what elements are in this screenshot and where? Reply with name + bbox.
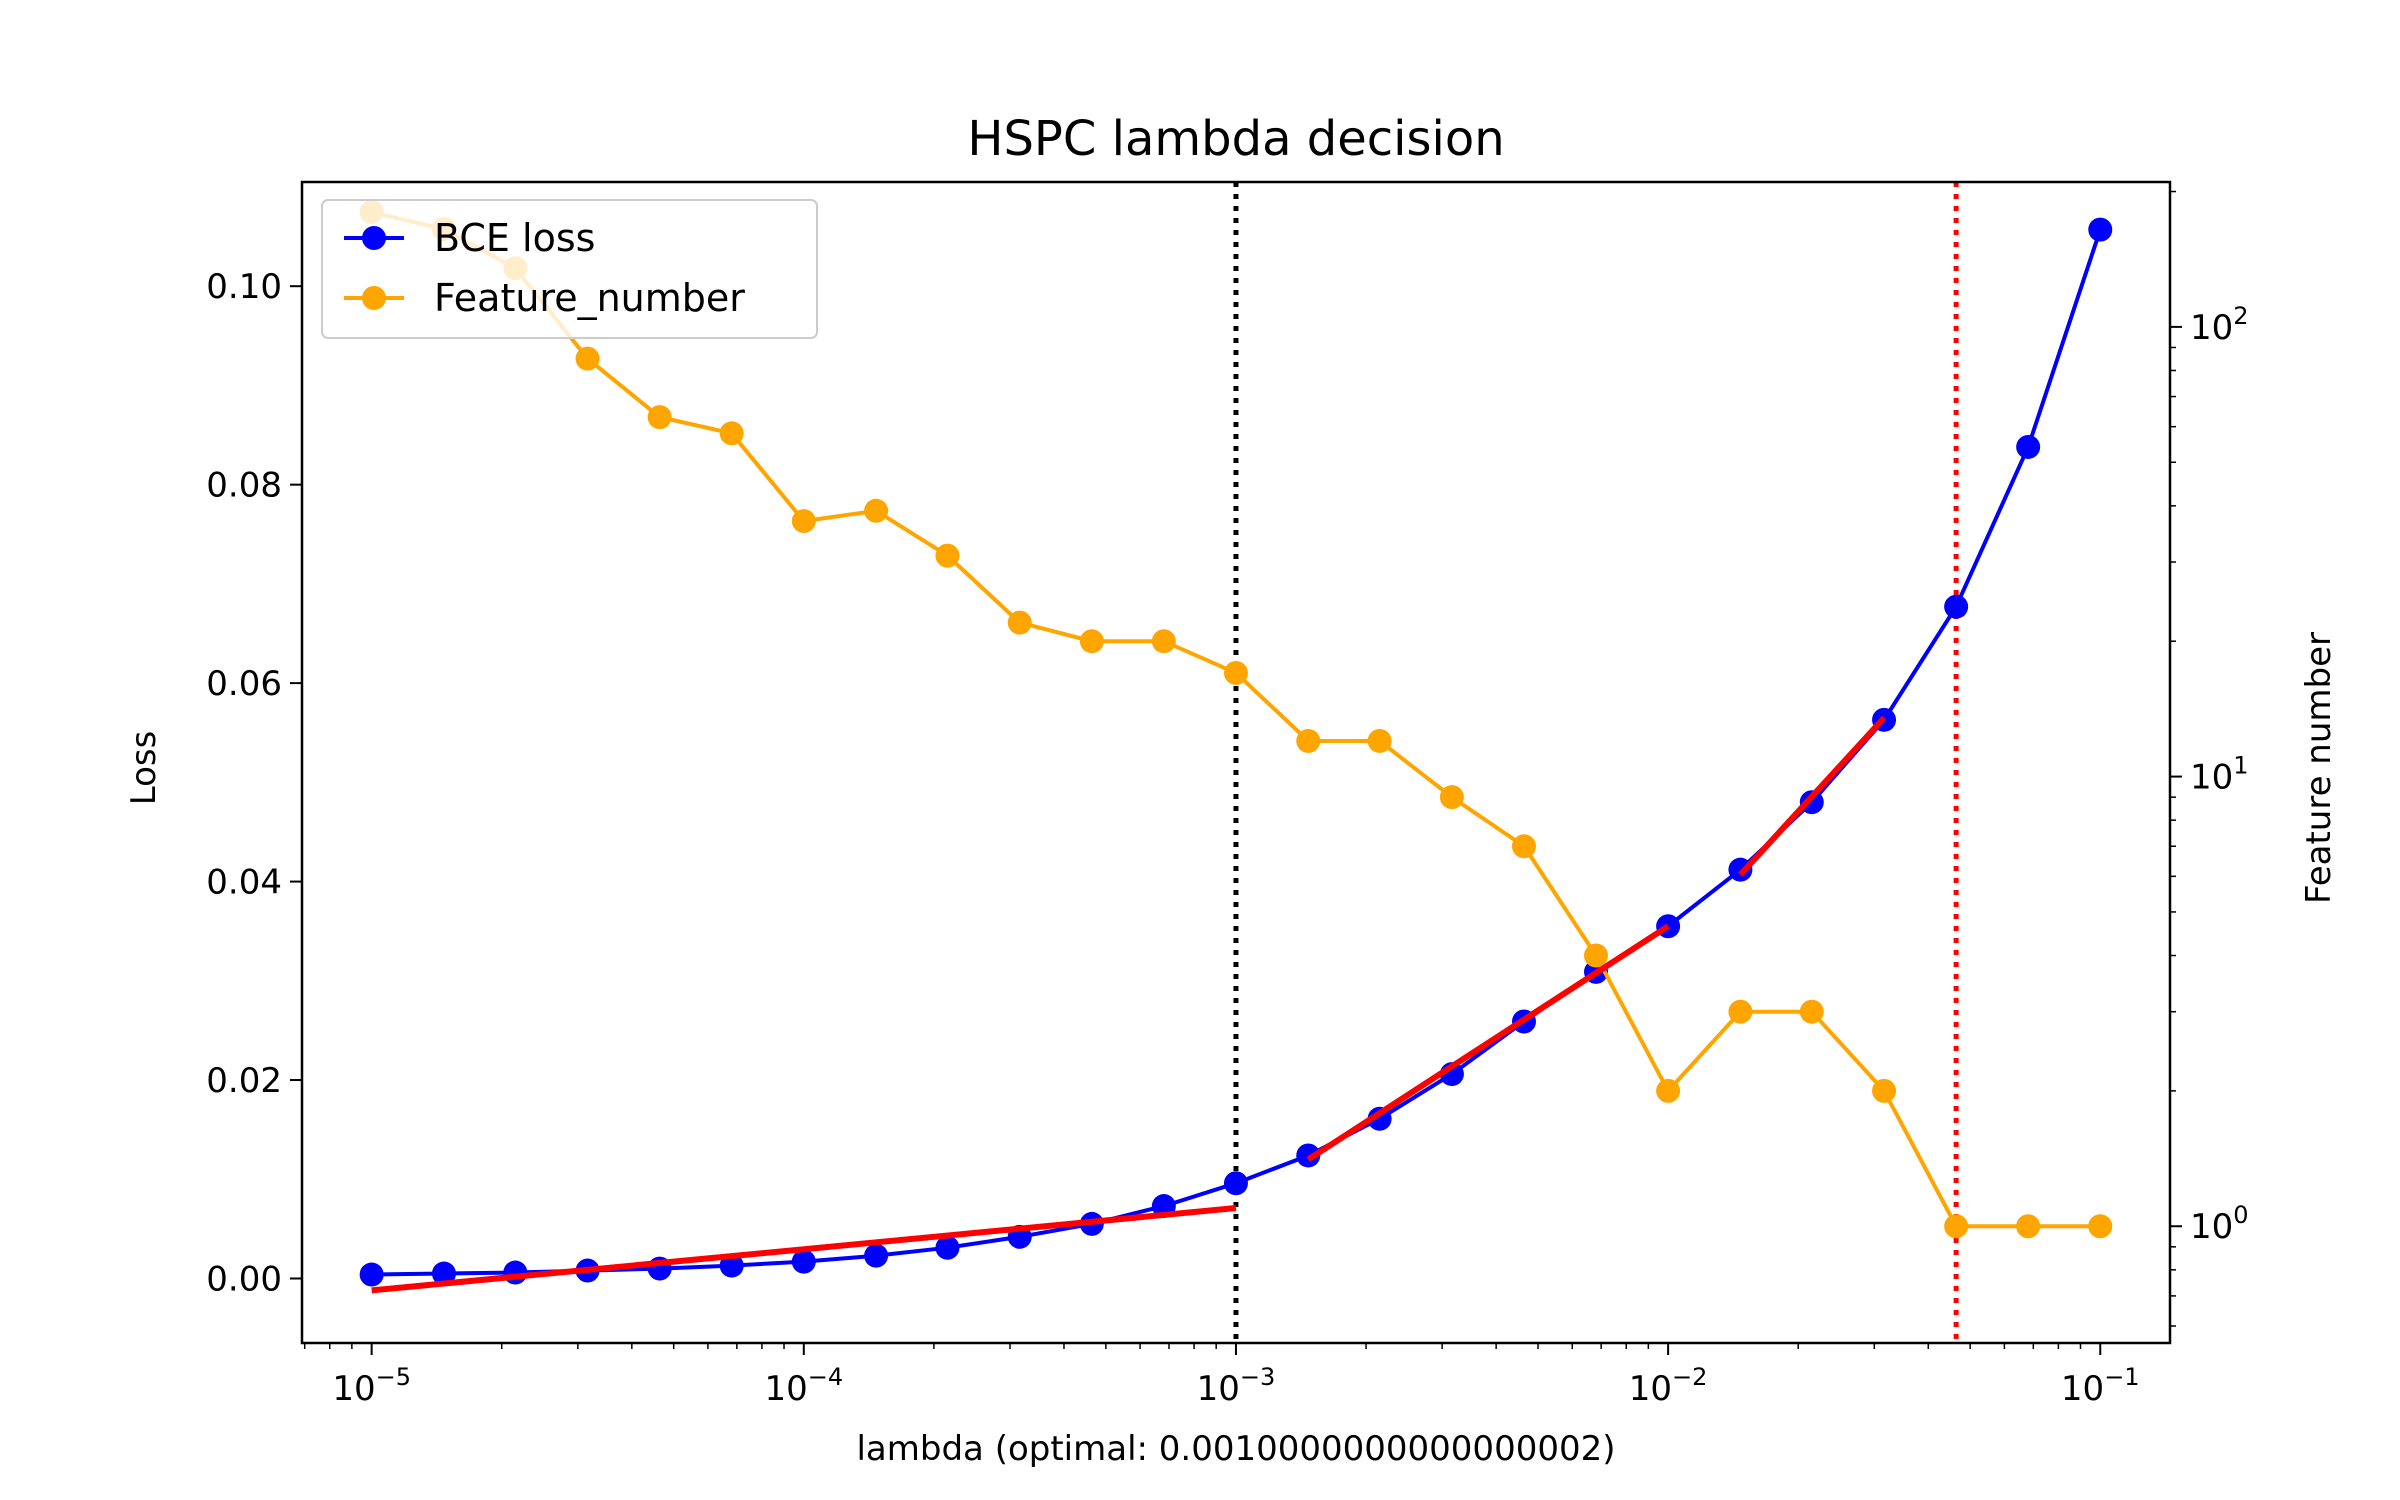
chart-title: HSPC lambda decision [967,111,1504,167]
x-tick-label-4: 10−1 [2061,1363,2140,1409]
x-tick-label-2-exp: −3 [1240,1363,1275,1391]
series-1-point-19 [1728,999,1753,1024]
y-right-tick-label-1-base: 10 [2190,758,2233,798]
x-tick-label-3-exp: −2 [1672,1363,1707,1391]
y-right-tick-label-0-exp: 0 [2233,1201,2248,1229]
x-tick-label-0-exp: −5 [376,1363,411,1391]
series-0-point-24 [2088,217,2113,242]
y-tick-label-1: 0.02 [206,1061,282,1101]
series-0-point-1 [431,1261,456,1286]
fit-line-2 [1738,715,1887,877]
series-0-point-12 [1223,1171,1248,1196]
series-0-point-23 [2016,434,2041,459]
y-tick-label-5: 0.10 [206,267,282,307]
series-0-point-6 [791,1249,816,1274]
y-tick-label-2: 0.04 [206,863,282,903]
series-1-point-11 [1151,629,1176,654]
y-right-tick-label-0: 100 [2190,1201,2249,1247]
series-0-point-2 [503,1260,528,1285]
series-1-point-5 [719,421,744,446]
y-tick-label-0: 0.00 [206,1260,282,1300]
series-0-point-7 [864,1243,889,1268]
legend-marker-0 [362,226,386,250]
series-0-point-8 [935,1235,960,1260]
legend-label-1: Feature_number [434,276,745,320]
x-tick-label-0-base: 10 [332,1369,375,1409]
legend-marker-1 [362,286,386,310]
x-tick-label-1: 10−4 [764,1363,843,1409]
series-1-point-14 [1367,728,1392,753]
x-tick-label-3: 10−2 [1629,1363,1708,1409]
series-1-point-17 [1584,943,1609,968]
y-right-tick-label-2: 102 [2190,302,2249,348]
x-axis-label: lambda (optimal: 0.0010000000000000002) [856,1429,1615,1469]
x-tick-label-0: 10−5 [332,1363,411,1409]
series-1-point-4 [647,405,672,430]
series-0-point-0 [359,1262,384,1287]
series-1-point-18 [1656,1078,1681,1103]
series-1-point-20 [1799,999,1824,1024]
series-1-point-7 [864,498,889,523]
series-1-point-22 [1944,1214,1969,1239]
x-tick-label-3-base: 10 [1629,1369,1672,1409]
x-tick-label-4-base: 10 [2061,1369,2104,1409]
y-tick-label-3: 0.06 [206,664,282,704]
y-axis-right-label: Feature number [2299,632,2339,904]
fit-line-0 [371,1205,1237,1294]
series-1-point-8 [935,543,960,568]
series-1-point-9 [1007,610,1032,635]
series-1-point-21 [1872,1078,1897,1103]
series-1-point-10 [1079,629,1104,654]
series-1-point-13 [1296,728,1321,753]
series-1-point-6 [791,509,816,534]
y-axis-label: Loss [124,731,164,806]
series-1-point-15 [1439,785,1464,810]
y-right-tick-label-1-exp: 1 [2233,752,2248,780]
y-right-tick-label-0-base: 10 [2190,1207,2233,1247]
y-tick-label-4: 0.08 [206,466,282,506]
series-0-point-13 [1296,1143,1321,1168]
series-1-point-24 [2088,1214,2113,1239]
x-tick-label-2: 10−3 [1197,1363,1276,1409]
series-0-point-22 [1944,594,1969,619]
legend-label-0: BCE loss [434,216,595,260]
x-tick-label-1-exp: −4 [808,1363,843,1391]
legend: BCE loss Feature_number [321,199,818,339]
y-right-tick-label-2-base: 10 [2190,308,2233,348]
y-right-tick-label-1: 101 [2190,752,2249,798]
plot-area: 10−5 10−4 10−3 10−2 10−10.000.020.040.060.08… [206,180,2249,1409]
x-tick-label-2-base: 10 [1197,1369,1240,1409]
series-0-point-20 [1799,790,1824,815]
series-1-point-12 [1223,660,1248,685]
x-tick-label-1-base: 10 [764,1369,807,1409]
series-1-point-16 [1511,834,1536,859]
y-right-tick-label-2-exp: 2 [2233,302,2248,330]
legend-box [321,199,818,339]
x-tick-label-4-exp: −1 [2104,1363,2139,1391]
series-1-point-3 [575,346,600,371]
series-1-point-23 [2016,1214,2041,1239]
fit-line-1 [1306,923,1670,1162]
